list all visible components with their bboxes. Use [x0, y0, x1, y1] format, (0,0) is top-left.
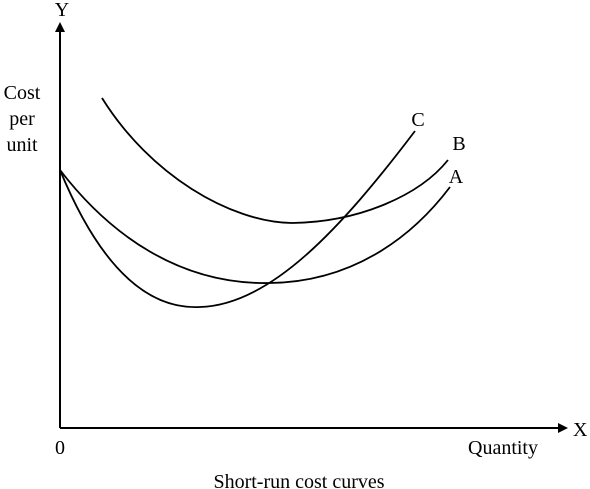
diagram-caption: Short-run cost curves — [213, 471, 384, 489]
curve-a-label: A — [449, 166, 464, 188]
curve-c-label: C — [411, 109, 424, 131]
curve-b-label: B — [452, 133, 465, 155]
y-axis-letter: Y — [55, 0, 69, 21]
x-axis-label: Quantity — [468, 437, 538, 459]
y-axis-label-line-2: per — [9, 108, 35, 130]
y-axis-label-line-3: unit — [6, 134, 38, 156]
y-axis-label-line-1: Cost — [4, 82, 41, 104]
curve-c — [59, 130, 416, 308]
origin-label: 0 — [55, 437, 65, 459]
curve-a — [59, 169, 451, 284]
curve-b — [101, 97, 449, 224]
x-axis-letter: X — [573, 419, 588, 441]
